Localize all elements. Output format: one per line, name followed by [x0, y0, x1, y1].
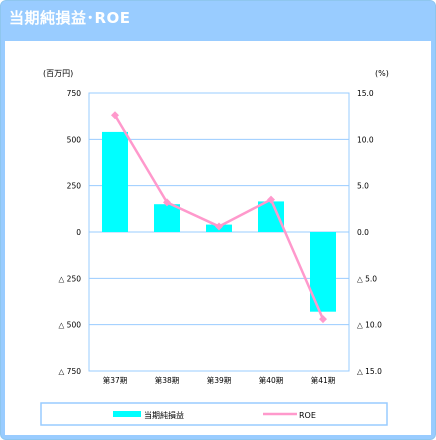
- roe-point: [163, 198, 171, 207]
- x-tick-label: 第37期: [103, 375, 128, 385]
- x-tick-label: 第39期: [207, 375, 232, 385]
- y-left-tick-label: 750: [67, 89, 82, 98]
- legend-bar-label: 当期純損益: [144, 410, 184, 420]
- roe-line: [111, 111, 327, 324]
- bar: [102, 131, 128, 232]
- y-right-tick-label: 15.0: [357, 89, 374, 98]
- y-left-tick-label: 250: [67, 182, 82, 191]
- y-right-tick-label: △ 5.0: [357, 274, 377, 283]
- y-left-tick-label: △ 250: [59, 274, 82, 283]
- panel-header: 当期純損益･ROE: [1, 1, 435, 39]
- roe-point: [111, 111, 119, 120]
- y-right-tick-label: 5.0: [357, 182, 369, 191]
- y-right-axis-label: (%): [375, 69, 389, 78]
- bar: [154, 204, 180, 232]
- combo-chart: 750 500 250 0 △ 250 △ 500 △ 750 15.0 10.0 5.0 0.0 △…: [40, 69, 389, 426]
- roe-point: [319, 315, 327, 324]
- y-right-tick-label: 10.0: [357, 135, 374, 144]
- chart-area: 750 500 250 0 △ 250 △ 500 △ 750 15.0 10.0 5.0 0.0 △…: [5, 41, 431, 435]
- y-left-tick-label: 500: [67, 135, 82, 144]
- axes: 750 500 250 0 △ 250 △ 500 △ 750 15.0 10.0 5.0 0.0 △…: [59, 89, 383, 385]
- x-tick-label: 第40期: [259, 375, 284, 385]
- legend-box: [40, 402, 388, 426]
- bar: [258, 201, 284, 232]
- y-right-tick-label: 0.0: [357, 228, 369, 237]
- y-left-axis-label: (百万円): [43, 69, 73, 78]
- roe-point: [267, 195, 275, 204]
- legend-line-label: ROE: [299, 411, 316, 420]
- page-title: 当期純損益･ROE: [9, 9, 131, 27]
- y-right-tick-label: △ 10.0: [357, 321, 382, 330]
- y-left-tick-label: 0: [76, 228, 81, 237]
- roe-polyline: [113, 114, 325, 320]
- y-right-tick-label: △ 15.0: [357, 367, 382, 376]
- legend-bar-swatch: [113, 411, 141, 417]
- legend: 当期純損益 ROE: [40, 402, 388, 426]
- x-tick-label: 第41期: [311, 375, 336, 385]
- x-tick-label: 第38期: [155, 375, 180, 385]
- y-left-tick-label: △ 500: [59, 321, 82, 330]
- y-left-tick-label: △ 750: [59, 367, 82, 376]
- roe-point: [215, 222, 223, 231]
- bars: [102, 131, 336, 312]
